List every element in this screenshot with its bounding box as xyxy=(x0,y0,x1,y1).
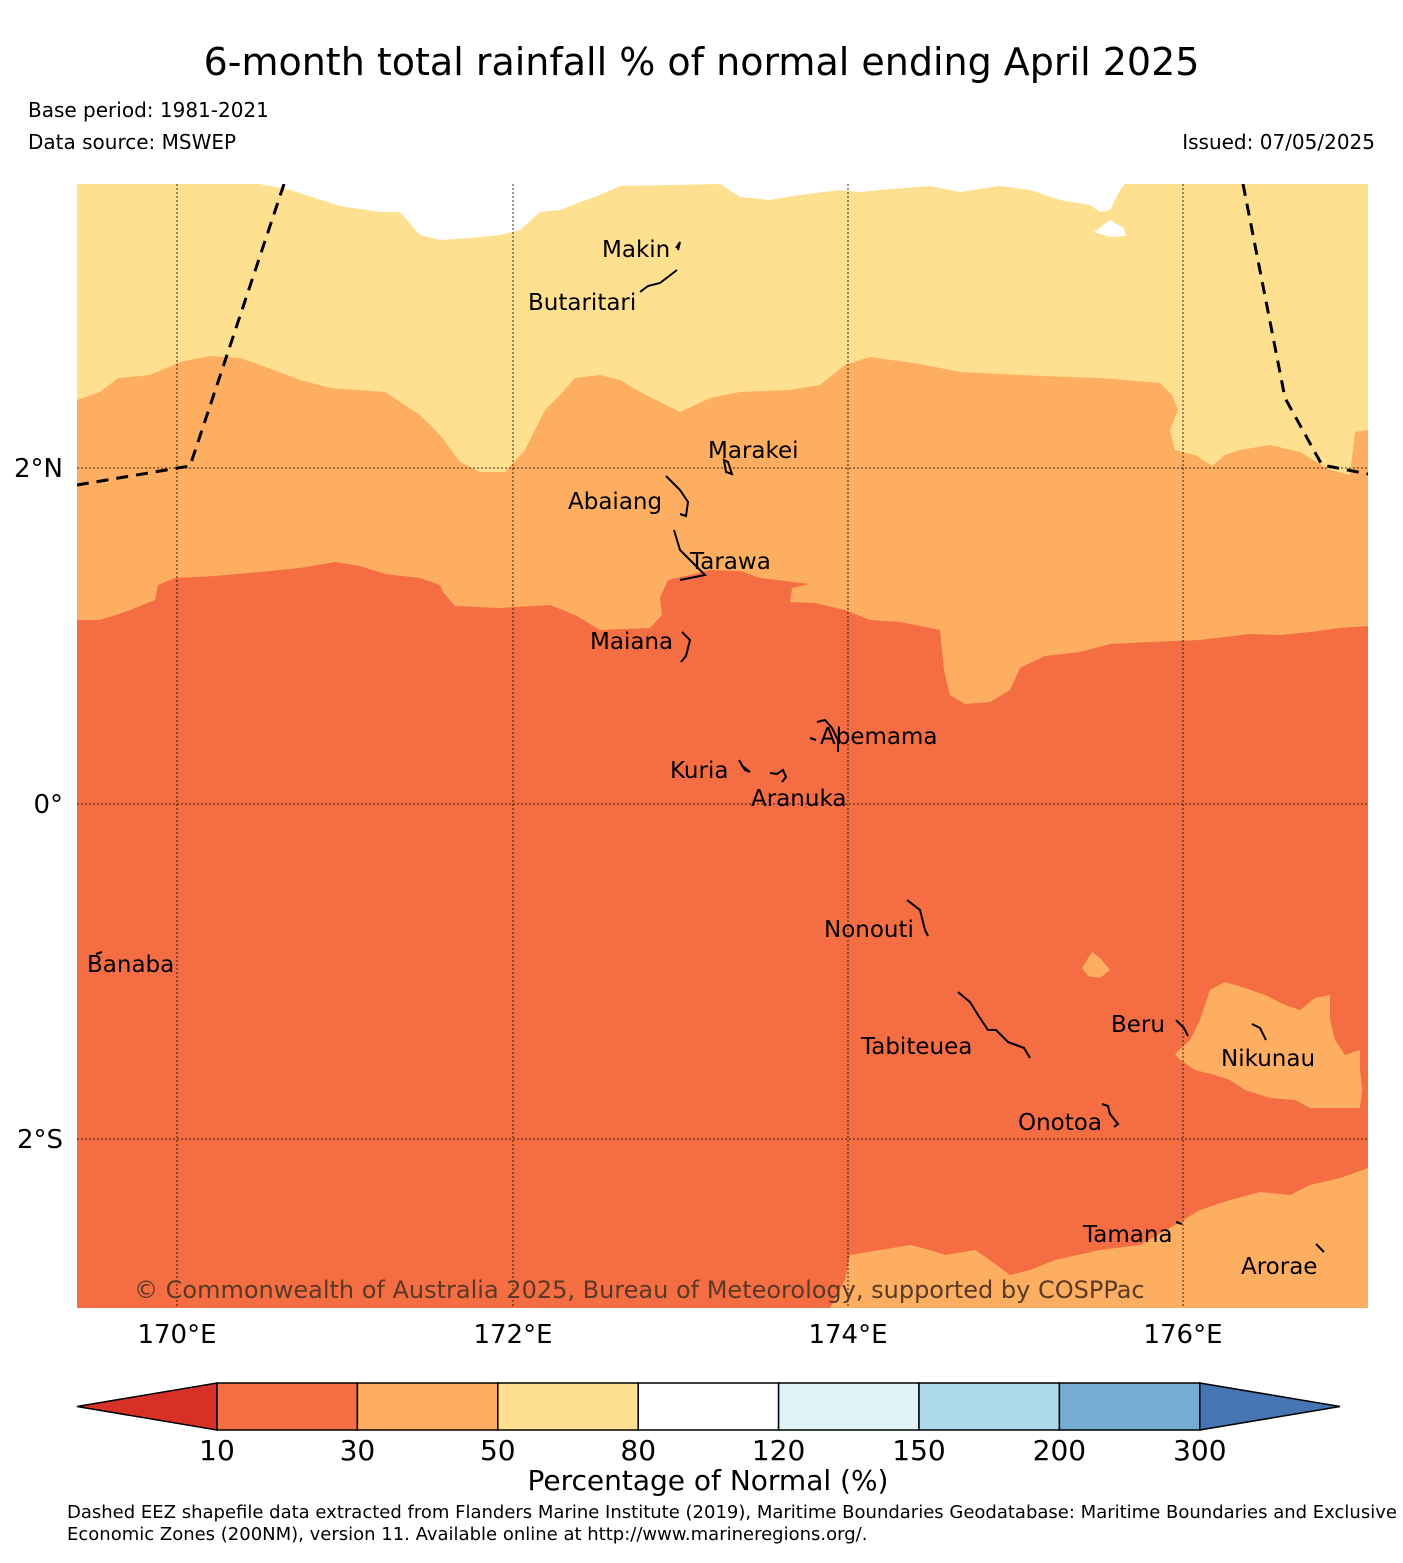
place-label-aranuka: Aranuka xyxy=(751,786,846,812)
place-label-tarawa: Tarawa xyxy=(689,549,771,575)
colorbar-tick-label: 200 xyxy=(1033,1434,1086,1467)
place-label-butaritari: Butaritari xyxy=(528,290,636,316)
colorbar-segment xyxy=(1058,1382,1201,1431)
place-label-arorae: Arorae xyxy=(1241,1254,1317,1280)
base-period-text: Base period: 1981-2021 xyxy=(28,98,269,122)
place-label-abaiang: Abaiang xyxy=(568,489,662,515)
band-30-50-south xyxy=(830,1168,1368,1308)
place-label-marakei: Marakei xyxy=(708,438,799,464)
rainfall-map xyxy=(77,184,1368,1308)
lon-tick-174e: 174°E xyxy=(808,1320,887,1350)
eez-footnote: Dashed EEZ shapefile data extracted from… xyxy=(67,1502,1397,1545)
place-label-nikunau: Nikunau xyxy=(1221,1046,1315,1072)
place-label-kuria: Kuria xyxy=(670,758,728,784)
band-above-120-patch xyxy=(1094,220,1126,237)
band-50-80 xyxy=(77,184,1368,475)
map-title: 6-month total rainfall % of normal endin… xyxy=(203,40,1200,84)
colorbar-tick-label: 10 xyxy=(199,1434,235,1467)
colorbar-tick-label: 30 xyxy=(340,1434,376,1467)
place-label-abemama: Abemama xyxy=(820,724,937,750)
colorbar-tick-label: 80 xyxy=(620,1434,656,1467)
colorbar-ticks: 10 30 50 80 120 150 200 300 xyxy=(199,1434,1226,1467)
colorbar-segment xyxy=(918,1382,1061,1431)
issued-date-text: Issued: 07/05/2025 xyxy=(1182,130,1375,154)
graticule xyxy=(77,184,1368,1308)
lon-tick-170e: 170°E xyxy=(137,1320,216,1350)
band-30-50-southeast xyxy=(1175,982,1362,1108)
colorbar-extend-low xyxy=(76,1382,218,1431)
island-outlines xyxy=(95,241,1325,1253)
band-30-50-small-patch xyxy=(1082,952,1110,978)
colorbar-extend-high xyxy=(1199,1382,1341,1431)
place-label-tabiteuea: Tabiteuea xyxy=(860,1034,972,1060)
band-above-120-top xyxy=(77,184,1125,240)
lat-tick-2n: 2°N xyxy=(14,454,63,484)
place-label-banaba: Banaba xyxy=(87,952,174,978)
colorbar-label: Percentage of Normal (%) xyxy=(528,1464,889,1497)
colorbar-segment xyxy=(777,1382,920,1431)
colorbar-tick-label: 50 xyxy=(480,1434,516,1467)
colorbar-segment xyxy=(497,1382,639,1431)
copyright-watermark: © Commonwealth of Australia 2025, Bureau… xyxy=(134,1276,1145,1304)
colorbar-tick-label: 150 xyxy=(892,1434,945,1467)
place-label-beru: Beru xyxy=(1111,1012,1165,1038)
data-source-text: Data source: MSWEP xyxy=(28,130,237,154)
colorbar-segment xyxy=(637,1382,780,1431)
place-label-makin: Makin xyxy=(602,237,670,263)
eez-boundary xyxy=(77,184,1368,487)
colorbar-segment xyxy=(216,1382,359,1431)
colorbar xyxy=(76,1382,1341,1431)
lon-tick-172e: 172°E xyxy=(473,1320,552,1350)
place-label-tamana: Tamana xyxy=(1082,1222,1173,1248)
lon-tick-176e: 176°E xyxy=(1143,1320,1222,1350)
place-label-nonouti: Nonouti xyxy=(824,917,914,943)
place-label-maiana: Maiana xyxy=(590,629,673,655)
lat-tick-2s: 2°S xyxy=(17,1125,63,1155)
colorbar-tick-label: 300 xyxy=(1173,1434,1226,1467)
colorbar-segment xyxy=(356,1382,499,1431)
lat-tick-0: 0° xyxy=(33,790,63,820)
place-label-onotoa: Onotoa xyxy=(1018,1110,1102,1136)
colorbar-tick-label: 120 xyxy=(752,1434,805,1467)
